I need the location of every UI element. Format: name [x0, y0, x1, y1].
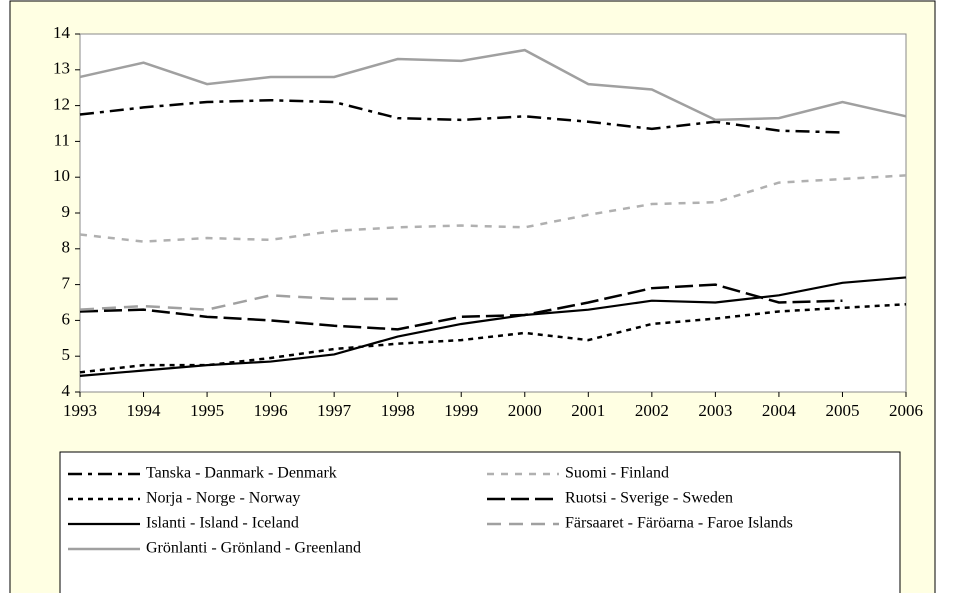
y-tick-label: 7 — [62, 274, 71, 293]
x-tick-label: 2004 — [762, 401, 797, 420]
y-tick-label: 6 — [62, 309, 71, 328]
series-line — [79, 283, 843, 331]
legend-label: Färsaaret - Färöarna - Faroe Islands — [565, 515, 793, 532]
series-line — [79, 276, 907, 377]
series-line — [79, 48, 907, 122]
series-line — [79, 98, 843, 134]
legend-label: Tanska - Danmark - Denmark — [146, 465, 337, 482]
y-tick-label: 4 — [62, 381, 71, 400]
plot-area — [79, 33, 907, 393]
legend-label: Islanti - Island - Iceland — [146, 515, 299, 532]
y-tick-label: 5 — [62, 345, 71, 364]
y-tick-label: 9 — [62, 202, 71, 221]
x-tick-label: 1999 — [444, 401, 478, 420]
y-tick-label: 8 — [62, 238, 71, 257]
legend-label: Ruotsi - Sverige - Sweden — [565, 490, 733, 507]
y-tick-label: 11 — [54, 130, 70, 149]
y-tick-label: 13 — [53, 59, 70, 78]
y-tick-label: 12 — [53, 95, 70, 114]
x-tick-label: 1993 — [63, 401, 97, 420]
x-tick-label: 1998 — [381, 401, 415, 420]
legend-label: Grönlanti - Grönland - Greenland — [146, 540, 361, 557]
x-tick-label: 2006 — [889, 401, 923, 420]
series-line — [79, 294, 398, 311]
x-tick-label: 1997 — [317, 401, 352, 420]
legend-box — [59, 451, 901, 593]
legend-label: Suomi - Finland — [565, 465, 669, 482]
x-tick-label: 1995 — [190, 401, 224, 420]
y-tick-label: 14 — [53, 23, 71, 42]
y-tick-label: 10 — [53, 166, 70, 185]
x-tick-label: 2001 — [571, 401, 605, 420]
x-tick-label: 2000 — [508, 401, 542, 420]
x-tick-label: 1994 — [127, 401, 162, 420]
legend-label: Norja - Norge - Norway — [146, 490, 300, 507]
x-tick-label: 2005 — [825, 401, 859, 420]
series-line — [79, 303, 907, 374]
x-tick-label: 1996 — [254, 401, 288, 420]
x-tick-label: 2003 — [698, 401, 732, 420]
x-tick-label: 2002 — [635, 401, 669, 420]
